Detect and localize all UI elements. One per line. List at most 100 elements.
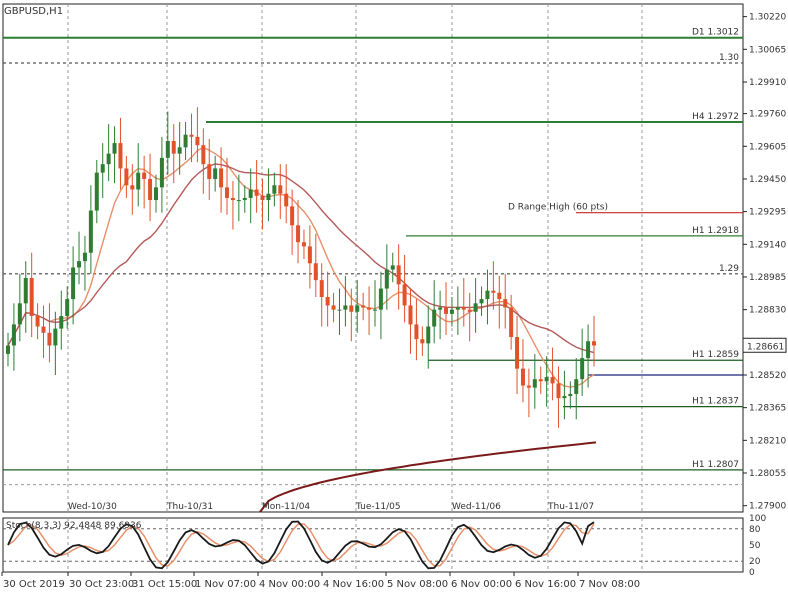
candle-body (402, 284, 407, 306)
candle-body (88, 210, 93, 253)
candle-body (29, 278, 34, 316)
time-label: 1 Nov 07:00 (195, 579, 256, 590)
candle-body (461, 307, 466, 310)
ma-long-line (259, 441, 597, 513)
price-tick-label: 1.28055 (749, 469, 786, 479)
candle-body (367, 307, 372, 310)
candle-body (520, 368, 525, 386)
candle-body (47, 332, 52, 346)
stoch-tick-label: 80 (749, 525, 761, 535)
current-price-label: 1.28661 (747, 342, 784, 352)
candle-body (532, 379, 537, 388)
candle-body (41, 326, 46, 333)
price-tick-label: 1.29295 (749, 208, 786, 218)
candle-body (165, 141, 170, 158)
candle-body (106, 153, 111, 165)
stoch-main-line (7, 520, 595, 570)
candle-body (485, 290, 490, 300)
candle-body (343, 305, 348, 310)
level-label: 1.30 (719, 53, 739, 63)
candle-body (479, 299, 484, 304)
candle-body (390, 265, 395, 270)
candle-body (6, 345, 10, 354)
level-label: 1.29 (719, 264, 739, 274)
candle-body (65, 299, 70, 316)
candle-body (177, 147, 182, 154)
stoch-tick-label: 0 (749, 568, 755, 578)
time-label: 6 Nov 00:00 (451, 579, 512, 590)
candle-body (242, 197, 247, 201)
candle-body (94, 172, 99, 211)
stochastic-panel-frame (2, 517, 744, 573)
candle-body (142, 172, 147, 179)
price-tick-label: 1.28365 (749, 404, 786, 414)
candle-body (580, 358, 585, 380)
current-price-box (742, 337, 787, 353)
candle-body (11, 324, 16, 346)
candle-body (396, 265, 401, 285)
candle-body (515, 337, 520, 369)
candle-body (574, 379, 579, 394)
candle-body (183, 134, 188, 148)
chart-title: GBPUSD,H1 (4, 6, 63, 17)
level-label: D1 1.3012 (692, 28, 739, 38)
candle-body (491, 290, 496, 293)
candle-body (53, 328, 58, 346)
price-tick-label: 1.30065 (749, 45, 786, 55)
candle-body (550, 377, 555, 384)
candle-body (526, 385, 531, 388)
candle-body (378, 288, 383, 310)
candle-body (426, 326, 431, 344)
day-label: Tue-11/05 (355, 502, 401, 512)
candle-body (136, 172, 141, 190)
price-tick-label: 1.29450 (749, 175, 786, 185)
candle-body (153, 187, 158, 201)
day-label: Thu-11/07 (547, 502, 594, 512)
level-lines: D1 1.3012 1.30 H4 1.2972 D Range High (60 p… (3, 28, 743, 471)
candles (6, 107, 596, 428)
candle-body (118, 143, 123, 169)
time-label: 4 Nov 00:00 (259, 579, 320, 590)
candle-body (473, 303, 478, 312)
candle-body (130, 185, 135, 190)
candle-body (71, 267, 76, 300)
candle-body (444, 307, 449, 314)
candle-body (195, 136, 200, 146)
candle-body (254, 189, 259, 196)
candle-body (355, 305, 360, 312)
day-label: Wed-10/30 (68, 502, 117, 512)
candle-body (301, 242, 306, 247)
candle-body (236, 200, 241, 202)
candle-body (509, 307, 514, 338)
stoch-tick-label: 50 (749, 541, 761, 551)
candle-body (592, 341, 596, 346)
candle-body (124, 168, 129, 186)
candle-body (337, 309, 342, 311)
price-tick-label: 1.29605 (749, 142, 786, 152)
time-label: 30 Oct 23:00 (69, 579, 134, 590)
level-label: H1 1.2859 (692, 350, 739, 360)
day-label: Thu-10/31 (166, 502, 213, 512)
candle-body (538, 379, 543, 382)
candle-body (159, 157, 164, 188)
candle-body (497, 292, 502, 300)
stochastic-label: Stoch(8,3,3) 92.4848 89.6936 (6, 521, 142, 531)
candle-body (17, 303, 22, 325)
candle-body (449, 309, 454, 314)
candle-body (361, 305, 366, 308)
candle-body (82, 252, 87, 262)
candle-body (148, 178, 153, 201)
candle-body (438, 307, 443, 310)
price-panel-frame (2, 3, 744, 513)
day-label: Mon-11/04 (262, 502, 310, 512)
level-label: D Range High (60 pts) (508, 203, 608, 213)
candle-body (432, 309, 437, 327)
candle-body (325, 296, 330, 306)
axes: 1.302201.300651.299101.297601.296051.294… (1, 13, 787, 590)
level-label: H1 1.2918 (692, 226, 739, 236)
price-tick-label: 1.28985 (749, 273, 786, 283)
candle-body (414, 324, 419, 340)
candle-body (562, 396, 567, 399)
